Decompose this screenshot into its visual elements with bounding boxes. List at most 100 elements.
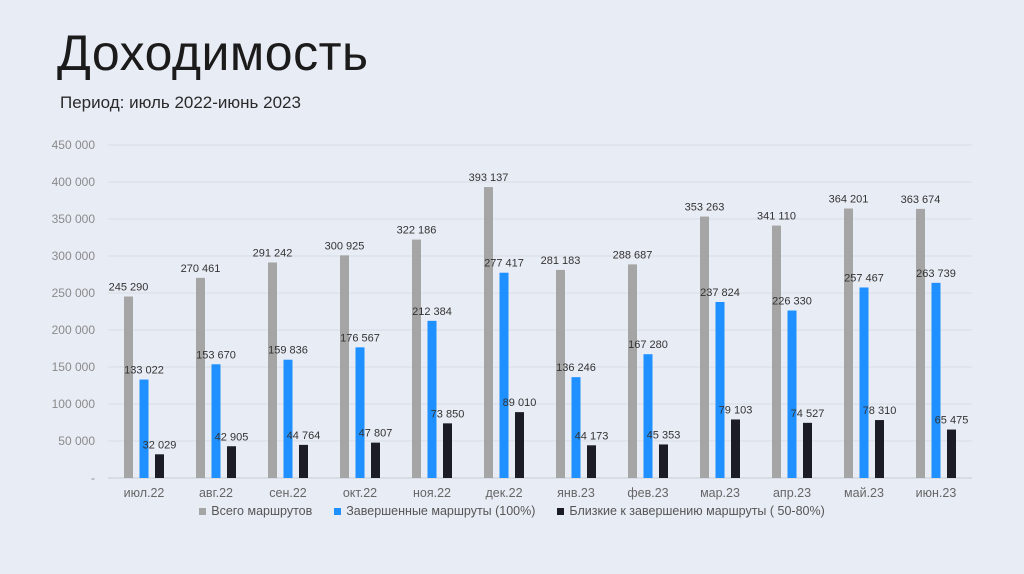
bar <box>875 420 884 478</box>
data-label: 44 173 <box>575 430 609 442</box>
bar <box>299 444 308 478</box>
bar <box>196 277 205 478</box>
data-label: 42 905 <box>215 431 249 443</box>
data-label: 300 925 <box>325 240 365 252</box>
data-label: 167 280 <box>628 339 668 351</box>
bar <box>355 347 365 478</box>
legend-item-completed: Завершенные маршруты (100%) <box>334 504 535 518</box>
page-subtitle: Период: июль 2022-июнь 2023 <box>60 93 301 112</box>
bar <box>227 446 236 478</box>
data-label: 363 674 <box>901 194 941 206</box>
bar <box>124 296 133 478</box>
bar <box>659 444 668 478</box>
data-label: 353 263 <box>685 202 725 214</box>
data-label: 281 183 <box>541 255 581 267</box>
legend-swatch-total <box>199 507 207 515</box>
data-label: 47 807 <box>359 428 393 440</box>
data-label: 212 384 <box>412 306 452 318</box>
bar <box>484 187 493 478</box>
bar <box>427 320 437 478</box>
x-tick-label: сен.22 <box>269 486 307 500</box>
bar <box>556 269 565 478</box>
data-label: 263 739 <box>916 268 956 280</box>
data-label: 79 103 <box>719 404 753 416</box>
bar <box>515 412 524 478</box>
bar <box>340 255 349 478</box>
legend-label-near-complete: Близкие к завершению маршруты ( 50-80%) <box>569 504 825 518</box>
bar <box>155 454 164 478</box>
bar <box>916 208 925 479</box>
data-label: 245 290 <box>109 281 149 293</box>
x-tick-label: апр.23 <box>773 486 811 500</box>
x-tick-label: июн.23 <box>916 486 957 500</box>
bar <box>844 208 853 478</box>
x-tick-label: июл.22 <box>124 486 165 500</box>
x-tick-label: мар.23 <box>700 486 740 500</box>
y-tick-label: - <box>91 471 95 485</box>
y-tick-label: 350 000 <box>52 212 96 226</box>
x-tick-label: янв.23 <box>557 486 595 500</box>
bar <box>787 310 797 478</box>
data-label: 393 137 <box>469 172 509 184</box>
data-label: 45 353 <box>647 429 681 441</box>
data-label: 257 467 <box>844 272 884 284</box>
bar <box>643 354 653 478</box>
page-title: Доходимость <box>57 25 369 81</box>
y-tick-label: 450 000 <box>52 138 96 152</box>
data-label: 136 246 <box>556 362 596 374</box>
data-label: 133 022 <box>124 365 164 377</box>
bar <box>772 225 781 478</box>
bar <box>571 377 581 478</box>
data-label: 277 417 <box>484 258 524 270</box>
x-tick-label: май.23 <box>844 486 884 500</box>
x-tick-label: окт.22 <box>343 486 377 500</box>
bar <box>443 423 452 478</box>
data-label: 78 310 <box>863 405 897 417</box>
y-tick-label: 250 000 <box>52 286 96 300</box>
legend-label-total: Всего маршрутов <box>211 504 313 518</box>
data-label: 32 029 <box>143 439 177 451</box>
data-label: 159 836 <box>268 345 308 357</box>
bar <box>499 272 509 478</box>
data-label: 153 670 <box>196 349 236 361</box>
bar <box>731 419 740 478</box>
bar <box>412 239 421 478</box>
bar <box>211 364 221 478</box>
chart-legend: Всего маршрутов Завершенные маршруты (10… <box>0 504 1024 518</box>
x-tick-label: дек.22 <box>485 486 522 500</box>
bar <box>715 302 725 478</box>
bar <box>139 379 149 478</box>
bar <box>628 264 637 478</box>
data-label: 341 110 <box>757 211 796 223</box>
bar <box>371 442 380 478</box>
data-label: 74 527 <box>791 408 825 420</box>
legend-swatch-near-complete <box>557 507 565 515</box>
data-label: 73 850 <box>431 408 465 420</box>
data-label: 89 010 <box>503 397 537 409</box>
legend-item-near-complete: Близкие к завершению маршруты ( 50-80%) <box>557 504 825 518</box>
y-tick-label: 200 000 <box>52 323 96 337</box>
x-tick-label: ноя.22 <box>413 486 451 500</box>
bar <box>931 282 941 478</box>
data-label: 226 330 <box>772 296 812 308</box>
data-label: 44 764 <box>287 430 321 442</box>
data-label: 237 824 <box>700 287 740 299</box>
y-tick-label: 300 000 <box>52 249 96 263</box>
data-label: 270 461 <box>181 263 221 275</box>
bar <box>803 422 812 478</box>
x-tick-label: фев.23 <box>627 486 668 500</box>
y-tick-label: 400 000 <box>52 175 96 189</box>
legend-swatch-completed <box>334 507 342 515</box>
legend-item-total: Всего маршрутов <box>199 504 312 518</box>
bar <box>283 359 293 478</box>
bar <box>947 429 956 478</box>
bar <box>700 216 709 478</box>
data-label: 65 475 <box>935 415 969 427</box>
x-tick-label: авг.22 <box>199 486 233 500</box>
y-tick-label: 150 000 <box>52 360 96 374</box>
data-label: 288 687 <box>613 249 653 261</box>
legend-label-completed: Завершенные маршруты (100%) <box>346 504 536 518</box>
y-tick-label: 100 000 <box>52 397 96 411</box>
bar <box>587 445 596 478</box>
